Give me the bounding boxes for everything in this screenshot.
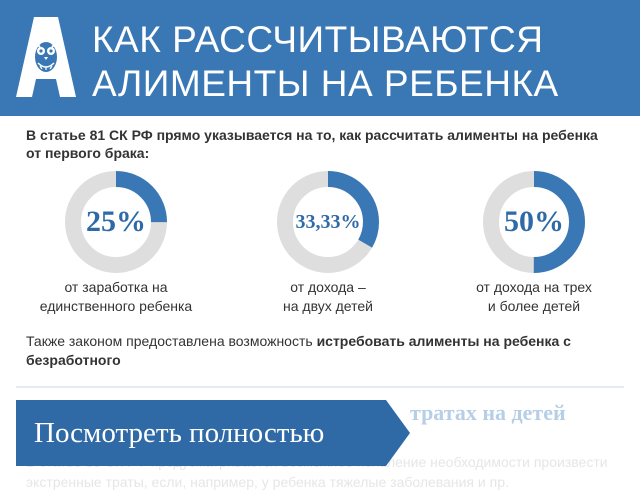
intro-text: В статье 81 СК РФ прямо указывается на т… bbox=[26, 127, 598, 161]
donut-fill bbox=[65, 171, 167, 273]
section-divider bbox=[16, 386, 624, 388]
faded-text-line-2: экстренные траты, если, например, у ребе… bbox=[26, 474, 509, 490]
stat-donut-chart: 50% bbox=[482, 170, 586, 274]
stat-caption: от дохода на трех и более детей bbox=[434, 278, 634, 316]
percent-label: 50% bbox=[504, 205, 564, 238]
also-text: Также законом предоставлена возможность … bbox=[26, 332, 586, 370]
stat-caption: от заработка на единственного ребенка bbox=[16, 278, 216, 316]
also-text-bold: истребовать алименты на ребенка с безраб… bbox=[26, 333, 571, 368]
stat-donut-chart: 33,33% bbox=[276, 170, 380, 274]
stat-donut-chart: 25% bbox=[64, 170, 168, 274]
donut-fill bbox=[277, 171, 379, 273]
view-full-button-label: Посмотреть полностью bbox=[34, 417, 325, 449]
stat-caption: от дохода – на двух детей bbox=[228, 278, 428, 316]
owl-letter-a-logo-icon bbox=[16, 17, 76, 97]
caption-line-2: единственного ребенка bbox=[39, 298, 193, 314]
caption-line-1: от дохода – bbox=[290, 279, 366, 295]
title-line-2: алименты на ребенка bbox=[92, 63, 559, 104]
faded-section-heading: тратах на детей bbox=[410, 400, 566, 425]
view-full-button[interactable]: Посмотреть полностью bbox=[16, 400, 410, 466]
caption-line-2: на двух детей bbox=[283, 298, 373, 314]
caption-line-2: и более детей bbox=[487, 298, 581, 314]
also-text-plain: Также законом предоставлена возможность bbox=[26, 333, 317, 349]
page-title: Как рассчитываются алименты на ребенка bbox=[92, 18, 559, 106]
title-line-1: Как рассчитываются bbox=[92, 19, 544, 60]
caption-line-1: от дохода на трех bbox=[476, 279, 592, 295]
header-banner: Как рассчитываются алименты на ребенка bbox=[0, 0, 640, 116]
caption-line-1: от заработка на bbox=[64, 279, 168, 295]
percent-label: 25% bbox=[86, 205, 146, 238]
percent-label: 33,33% bbox=[295, 210, 361, 233]
donut-fill bbox=[483, 171, 585, 273]
arrow-banner-shape bbox=[16, 400, 410, 466]
